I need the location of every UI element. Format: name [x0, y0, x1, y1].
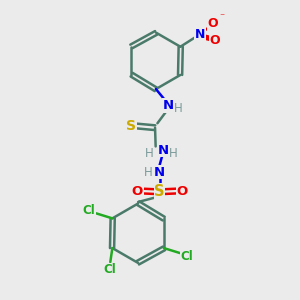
Text: H: H — [145, 147, 154, 160]
Text: Cl: Cl — [181, 250, 194, 262]
Text: H: H — [174, 103, 182, 116]
Text: H: H — [144, 166, 153, 179]
Text: O: O — [208, 17, 218, 30]
Text: S: S — [154, 184, 165, 199]
Text: ⁻: ⁻ — [219, 12, 224, 22]
Text: O: O — [210, 34, 220, 47]
Text: O: O — [132, 184, 143, 197]
Text: N: N — [163, 99, 174, 112]
Text: O: O — [176, 184, 188, 197]
Text: N: N — [158, 143, 169, 157]
Text: Cl: Cl — [83, 204, 96, 217]
Text: H: H — [169, 147, 178, 160]
Text: N: N — [154, 166, 165, 179]
Text: N: N — [194, 28, 205, 41]
Text: Cl: Cl — [103, 263, 116, 276]
Text: S: S — [126, 119, 136, 133]
